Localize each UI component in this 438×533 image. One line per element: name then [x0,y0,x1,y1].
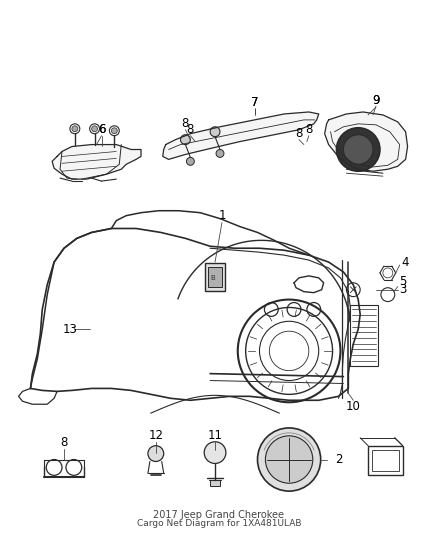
Text: 3: 3 [399,283,406,296]
Text: 9: 9 [372,94,380,107]
Bar [210,480,220,486]
Circle shape [72,126,78,132]
Text: 7: 7 [251,95,258,109]
Text: 8: 8 [305,123,313,136]
Circle shape [216,149,224,157]
Circle shape [180,135,191,144]
Text: 4: 4 [402,255,410,269]
Polygon shape [52,144,141,179]
Circle shape [187,157,194,165]
Text: 6: 6 [98,123,105,136]
Circle shape [343,135,373,164]
Text: 8: 8 [295,127,303,140]
Circle shape [204,442,226,464]
Polygon shape [163,112,319,159]
Bar [368,446,403,475]
Text: 13: 13 [63,322,78,336]
Text: 10: 10 [346,400,361,413]
Circle shape [210,127,220,136]
Text: 9: 9 [372,94,380,107]
Text: 8: 8 [182,117,189,131]
Bar [208,267,222,287]
Text: 8: 8 [60,436,68,449]
Bar [205,263,225,290]
Text: 8: 8 [187,123,194,136]
Text: B: B [211,275,215,281]
Text: 6: 6 [98,123,105,136]
Bar [372,450,399,471]
Polygon shape [325,112,408,171]
Circle shape [111,128,117,134]
Text: 7: 7 [251,95,258,109]
Text: 2: 2 [335,453,342,466]
Circle shape [265,436,313,483]
Circle shape [258,428,321,491]
Circle shape [92,126,98,132]
Circle shape [336,128,380,171]
Text: 11: 11 [208,429,223,442]
Text: 1: 1 [218,209,226,222]
Circle shape [148,446,164,462]
Text: 12: 12 [148,429,163,442]
Text: 2017 Jeep Grand Cherokee: 2017 Jeep Grand Cherokee [153,510,285,520]
Text: Cargo Net Diagram for 1XA481ULAB: Cargo Net Diagram for 1XA481ULAB [137,519,301,528]
Text: 5: 5 [399,276,406,288]
Bar [350,304,378,366]
